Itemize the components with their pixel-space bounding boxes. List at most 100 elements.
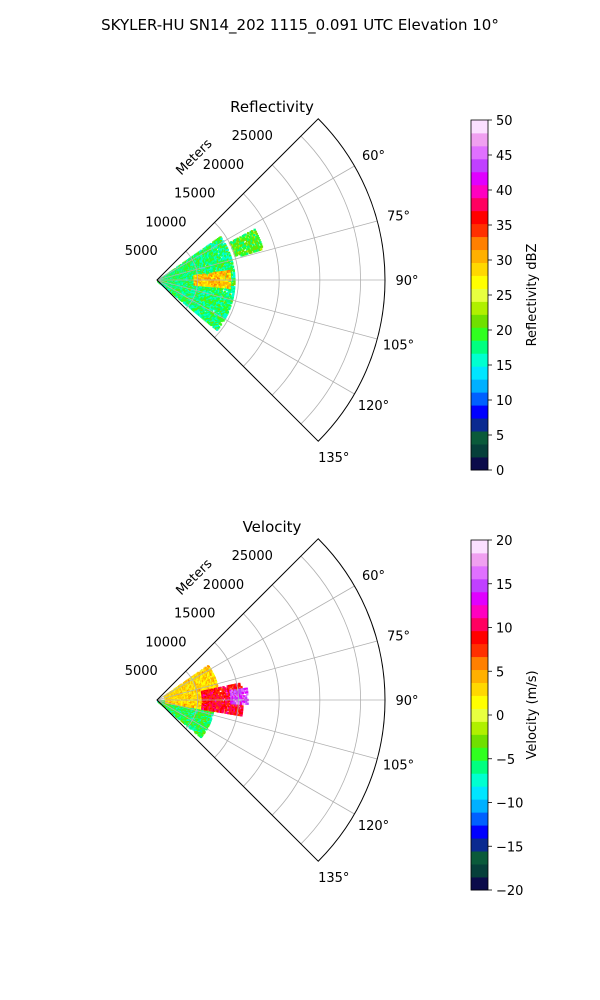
- colorbar-swatch: [471, 197, 488, 212]
- echo-cell: [221, 292, 225, 295]
- echo-cell: [245, 235, 248, 238]
- echo-cell: [251, 248, 254, 252]
- echo-cell: [233, 278, 236, 281]
- echo-cell: [193, 291, 196, 294]
- colorbar-swatch: [471, 262, 488, 276]
- echo-cell: [210, 714, 214, 717]
- echo-cell: [212, 276, 215, 280]
- echo-cell: [239, 240, 243, 243]
- echo-cell: [235, 248, 238, 251]
- echo-cell: [196, 715, 199, 719]
- echo-cell: [195, 298, 198, 301]
- echo-cell: [200, 285, 203, 288]
- echo-cell: [185, 298, 188, 301]
- echo-cell: [198, 302, 201, 305]
- echo-cell: [230, 275, 233, 278]
- echo-cell: [221, 300, 224, 303]
- echo-cell: [190, 286, 193, 289]
- echo-cell: [200, 696, 203, 699]
- echo-cell: [220, 283, 223, 286]
- echo-cell: [197, 726, 201, 729]
- echo-cell: [205, 284, 208, 287]
- echo-cell: [211, 263, 215, 266]
- echo-cell: [195, 679, 198, 683]
- echo-cell: [206, 722, 209, 725]
- echo-cell: [226, 291, 229, 294]
- echo-cell: [208, 284, 211, 287]
- echo-cell: [220, 249, 223, 253]
- echo-cell: [221, 308, 224, 311]
- echo-cell: [197, 696, 200, 699]
- echo-cell: [217, 296, 221, 300]
- echo-cell: [169, 702, 172, 705]
- colorbar-swatch: [471, 158, 488, 173]
- echo-cell: [220, 293, 223, 296]
- echo-cell: [197, 258, 200, 262]
- echo-cell: [246, 252, 249, 255]
- echo-cell: [176, 295, 179, 299]
- echo-cell: [224, 268, 228, 271]
- echo-cell: [225, 249, 228, 252]
- echo-cell: [190, 265, 194, 269]
- echo-cell: [218, 285, 221, 288]
- echo-cell: [197, 283, 201, 287]
- echo-cell: [232, 270, 235, 273]
- echo-cell: [206, 309, 209, 312]
- echo-cell: [217, 306, 220, 309]
- echo-cell: [259, 243, 263, 246]
- echo-cell: [223, 316, 227, 319]
- echo-cell: [202, 253, 205, 256]
- echo-cell: [200, 262, 203, 265]
- echo-cell: [241, 241, 245, 244]
- echo-cell: [185, 292, 188, 295]
- echo-cell: [227, 251, 231, 255]
- echo-cell: [238, 245, 241, 248]
- echo-cell: [182, 299, 185, 303]
- echo-cell: [247, 247, 250, 251]
- echo-cell: [256, 246, 259, 250]
- colorbar-swatch: [471, 405, 488, 419]
- echo-cell: [204, 308, 208, 312]
- echo-cell: [231, 246, 234, 249]
- colorbar-swatch: [471, 327, 488, 341]
- echo-cell: [164, 286, 168, 289]
- echo-cell: [223, 258, 227, 261]
- echo-cell: [205, 259, 208, 262]
- echo-cell: [184, 722, 187, 725]
- echo-cell: [195, 261, 198, 265]
- echo-cell: [186, 724, 189, 727]
- echo-cell: [239, 236, 242, 239]
- echo-cell: [218, 240, 222, 243]
- colorbar-tick-label: 5: [496, 429, 504, 444]
- echo-cell: [219, 273, 223, 277]
- echo-cell: [218, 264, 221, 267]
- echo-cell: [223, 250, 227, 253]
- echo-cell: [257, 244, 260, 247]
- echo-cell: [219, 317, 223, 321]
- echo-cell: [224, 251, 227, 254]
- echo-cell: [186, 304, 189, 307]
- radial-tick-label: 15000: [174, 187, 215, 202]
- echo-cell: [245, 237, 248, 241]
- echo-cell: [224, 273, 227, 276]
- echo-cell: [232, 268, 235, 271]
- echo-cell: [217, 298, 220, 301]
- echo-cell: [233, 251, 236, 254]
- echo-cell: [223, 293, 226, 297]
- echo-cell: [215, 300, 218, 303]
- echo-cell: [219, 291, 222, 294]
- echo-cell: [205, 293, 208, 296]
- echo-cell: [218, 256, 222, 260]
- echo-cell: [220, 269, 223, 272]
- echo-cell: [203, 292, 206, 296]
- azimuth-line: [156, 279, 355, 395]
- colorbar-tick-label: 20: [496, 324, 513, 339]
- echo-cell: [228, 258, 231, 261]
- echo-cell: [203, 285, 206, 289]
- echo-cell: [227, 274, 230, 277]
- echo-cell: [220, 266, 223, 269]
- echo-cell: [253, 250, 256, 253]
- echo-cell: [195, 722, 198, 725]
- echo-cell: [222, 319, 225, 322]
- echo-cell: [195, 731, 198, 735]
